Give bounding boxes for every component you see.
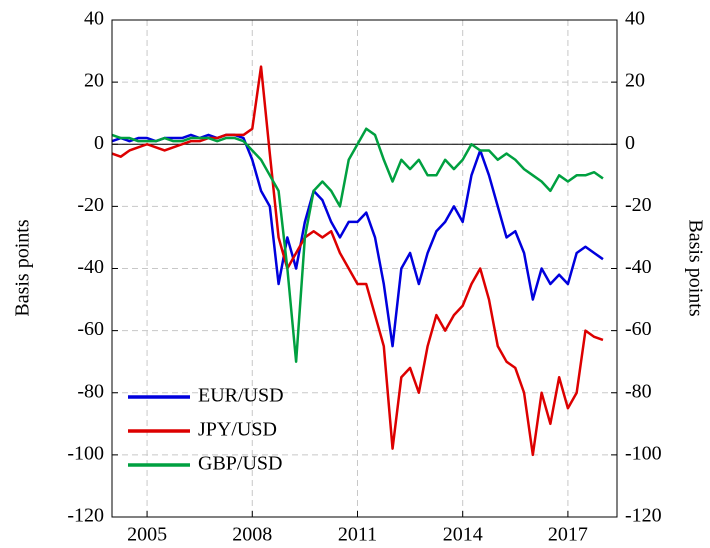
legend-label: GBP/USD	[198, 453, 282, 475]
y-tick-label: 40	[84, 8, 104, 30]
y2-tick-label: 0	[625, 132, 635, 154]
legend-label: JPY/USD	[198, 419, 277, 441]
y-tick-label: -60	[77, 318, 104, 340]
x-tick-label: 2008	[232, 524, 272, 546]
series-line	[111, 133, 604, 348]
y2-tick-label: -120	[625, 505, 662, 527]
x-tick-label: 2014	[443, 524, 483, 546]
y2-tick-label: -20	[625, 194, 652, 216]
y2-axis-label: Basis points	[684, 219, 706, 316]
y2-tick-label: 20	[625, 70, 645, 92]
y2-tick-label: -80	[625, 380, 652, 402]
y-tick-label: -100	[67, 442, 104, 464]
x-tick-label: 2011	[338, 524, 377, 546]
y-tick-label: -120	[67, 505, 104, 527]
y-tick-label: -40	[77, 256, 104, 278]
x-tick-label: 2005	[127, 524, 167, 546]
y-axis-label: Basis points	[12, 219, 34, 316]
plot-frame	[111, 19, 618, 518]
y-tick-label: 20	[84, 70, 104, 92]
y2-tick-label: -100	[625, 442, 662, 464]
series-line	[111, 127, 604, 363]
y-tick-label: 0	[94, 132, 104, 154]
series-line	[111, 65, 604, 457]
legend-label: EUR/USD	[198, 385, 284, 407]
y2-tick-label: -60	[625, 318, 652, 340]
y-tick-label: -20	[77, 194, 104, 216]
y2-tick-label: 40	[625, 8, 645, 30]
y-tick-label: -80	[77, 380, 104, 402]
x-tick-label: 2017	[548, 524, 588, 546]
y2-tick-label: -40	[625, 256, 652, 278]
